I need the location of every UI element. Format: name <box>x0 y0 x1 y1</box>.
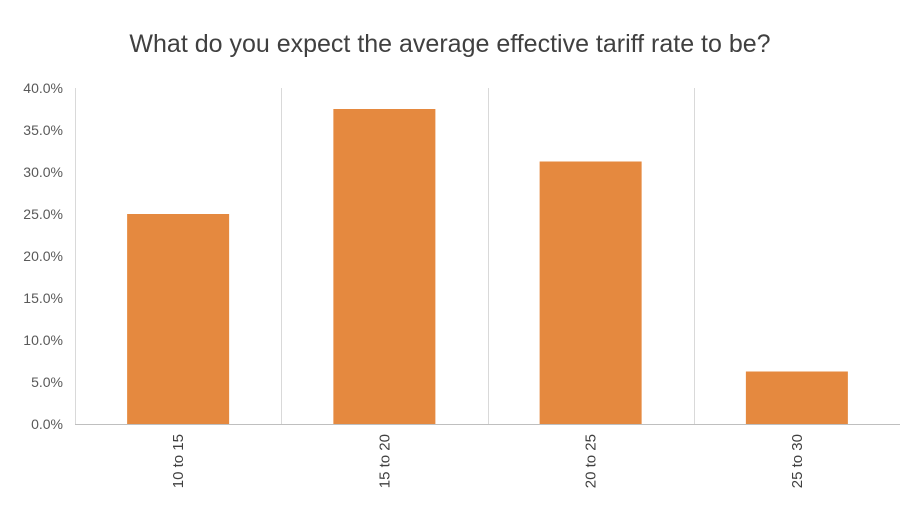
bar <box>745 371 848 424</box>
gridlines <box>75 88 695 424</box>
y-tick-label: 20.0% <box>23 248 63 264</box>
bar <box>539 161 642 424</box>
bar <box>333 109 436 424</box>
bars <box>127 109 848 424</box>
x-category-label: 15 to 20 <box>376 434 393 488</box>
x-category-label: 20 to 25 <box>583 434 600 488</box>
y-tick-label: 25.0% <box>23 206 63 222</box>
y-tick-label: 40.0% <box>23 80 63 96</box>
bar <box>127 214 230 424</box>
y-tick-label: 35.0% <box>23 122 63 138</box>
x-category-label: 10 to 15 <box>170 434 187 488</box>
y-tick-label: 30.0% <box>23 164 63 180</box>
y-tick-label: 15.0% <box>23 290 63 306</box>
chart-title: What do you expect the average effective… <box>129 30 771 58</box>
y-tick-label: 5.0% <box>31 374 63 390</box>
x-category-label: 25 to 30 <box>789 434 806 488</box>
y-tick-label: 10.0% <box>23 332 63 348</box>
y-axis-ticks: 0.0% 5.0% 10.0% 15.0% 20.0% 25.0% 30.0% 35.0% 40… <box>23 80 63 432</box>
x-axis-labels: 10 to 15 15 to 20 20 to 25 25 to 30 <box>170 434 806 488</box>
y-tick-label: 0.0% <box>31 416 63 432</box>
